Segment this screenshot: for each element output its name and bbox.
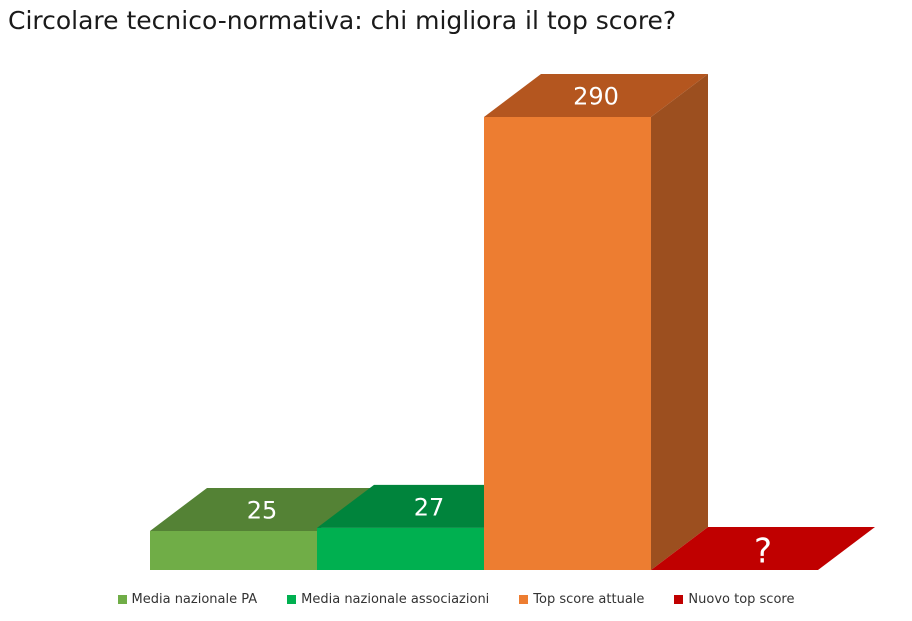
legend-label: Nuovo top score [688, 592, 795, 607]
bar-slab [651, 527, 875, 570]
bar-1 [150, 487, 374, 570]
chart-title: Circolare tecnico-normativa: chi miglior… [8, 6, 677, 35]
legend-item: Top score attuale [519, 592, 644, 607]
bar-front [484, 117, 651, 570]
data-label: 290 [573, 83, 619, 111]
legend-item: Media nazionale PA [117, 592, 258, 607]
bar-top [150, 487, 374, 531]
legend-swatch [519, 595, 529, 604]
bar-top [484, 74, 708, 117]
legend-label: Media nazionale PA [131, 592, 258, 607]
data-label: ? [754, 532, 772, 572]
legend-swatch [117, 595, 127, 604]
bar-front [317, 527, 484, 570]
bar-side [651, 74, 708, 570]
legend-item: Media nazionale associazioni [287, 592, 489, 607]
bar-front [150, 530, 317, 570]
legend-item: Nuovo top score [674, 592, 794, 607]
data-label: 27 [414, 493, 445, 521]
bar-3 [484, 74, 708, 570]
legend-swatch [674, 595, 684, 604]
legend-label: Top score attuale [533, 592, 645, 607]
legend-label: Media nazionale associazioni [301, 592, 490, 607]
legend-swatch [287, 595, 297, 604]
bar-4 [651, 527, 875, 570]
data-label: 25 [247, 496, 278, 524]
chart-legend: Media nazionale PA Media nazionale associ… [0, 592, 912, 607]
